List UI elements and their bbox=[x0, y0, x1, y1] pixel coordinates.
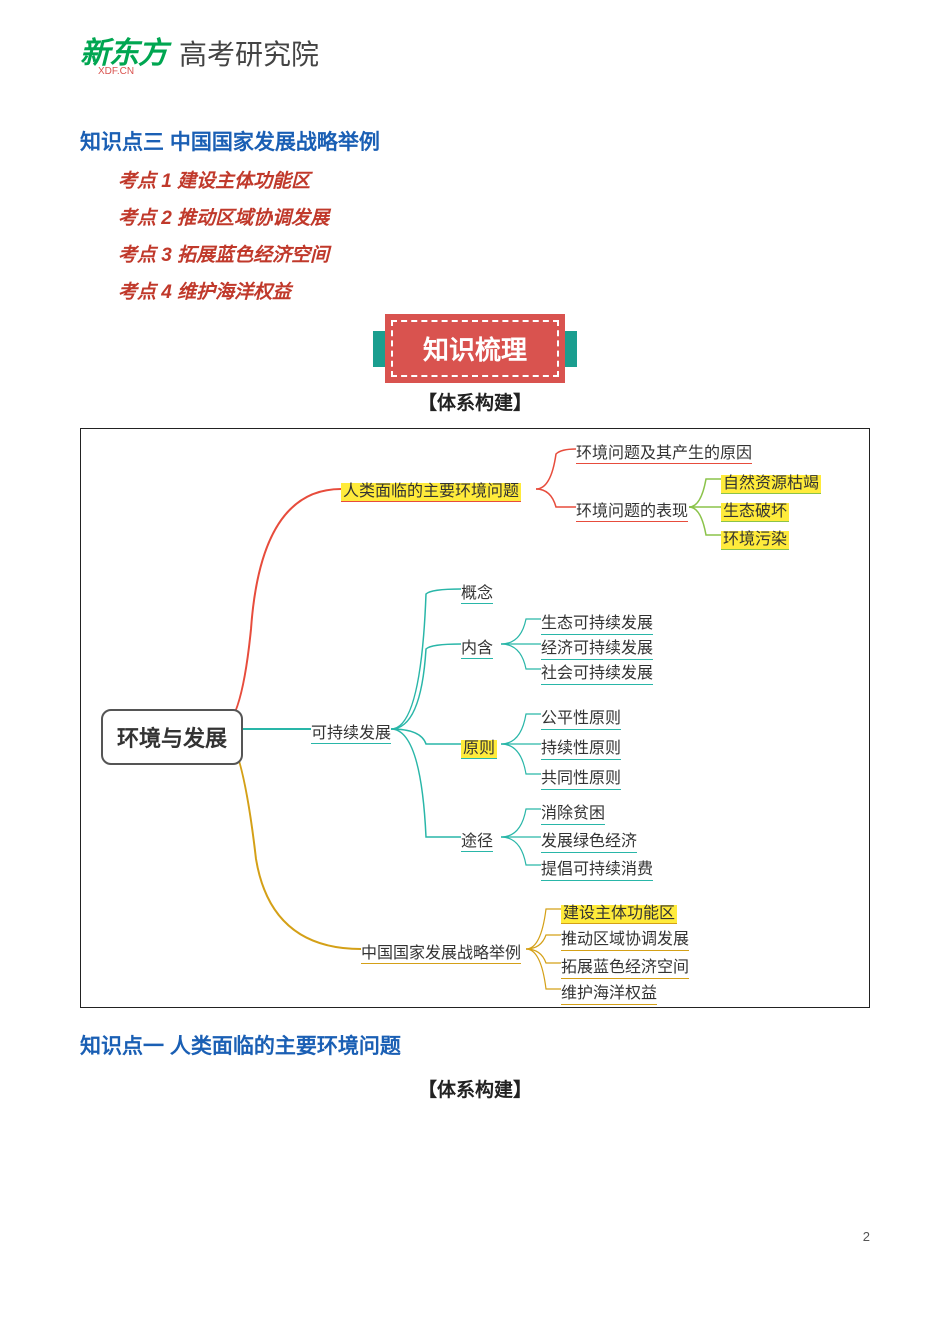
branch-1-leaf-a: 自然资源枯竭 bbox=[721, 469, 821, 493]
b3-leaf-0: 建设主体功能区 bbox=[561, 899, 677, 923]
b2s2-leaf-1: 经济可持续发展 bbox=[541, 634, 653, 660]
ribbon-label: 知识梳理 bbox=[391, 320, 559, 377]
page-number: 2 bbox=[863, 1229, 870, 1244]
branch-2-sub-2: 内含 bbox=[461, 634, 493, 658]
b3-leaf-3: 维护海洋权益 bbox=[561, 979, 657, 1005]
branch-1-leaf-b: 生态破坏 bbox=[721, 497, 789, 521]
branch-1-sub-2: 环境问题的表现 bbox=[576, 497, 688, 521]
b3-leaf-2: 拓展蓝色经济空间 bbox=[561, 953, 689, 979]
b2s4-leaf-0: 消除贫困 bbox=[541, 799, 605, 825]
branch-3: 中国国家发展战略举例 bbox=[361, 939, 521, 963]
exam-point-2: 考点 2 推动区域协调发展 bbox=[118, 203, 380, 230]
branch-2-sub-3: 原则 bbox=[461, 734, 497, 758]
ribbon-banner: 知识梳理 bbox=[373, 320, 577, 377]
b2s3-leaf-1: 持续性原则 bbox=[541, 734, 621, 760]
page-header: 新东方 XDF.CN 高考研究院 bbox=[80, 28, 319, 77]
section-3: 知识点三 中国国家发展战略举例 考点 1 建设主体功能区 考点 2 推动区域协调… bbox=[80, 126, 380, 304]
exam-point-3: 考点 3 拓展蓝色经济空间 bbox=[118, 240, 380, 267]
b2s3-leaf-2: 共同性原则 bbox=[541, 764, 621, 790]
section-1-title: 知识点一 人类面临的主要环境问题 bbox=[80, 1030, 401, 1060]
branch-2-sub-1: 概念 bbox=[461, 579, 493, 603]
branch-1-leaf-c: 环境污染 bbox=[721, 525, 789, 549]
exam-point-1: 考点 1 建设主体功能区 bbox=[118, 166, 380, 193]
section-3-title: 知识点三 中国国家发展战略举例 bbox=[80, 126, 380, 156]
branch-1: 人类面临的主要环境问题 bbox=[341, 477, 521, 501]
b3-leaf-1: 推动区域协调发展 bbox=[561, 925, 689, 951]
bracket-title-2: 【体系构建】 bbox=[0, 1075, 950, 1102]
b2s3-leaf-0: 公平性原则 bbox=[541, 704, 621, 730]
bracket-title-1: 【体系构建】 bbox=[0, 388, 950, 415]
mindmap: 环境与发展 人类面临的主要环境问题 环境问题及其产生的原因 环境问题的表现 自然… bbox=[80, 428, 870, 1008]
b2s2-leaf-2: 社会可持续发展 bbox=[541, 659, 653, 685]
logo: 新东方 XDF.CN bbox=[80, 28, 167, 77]
exam-point-4: 考点 4 维护海洋权益 bbox=[118, 277, 380, 304]
branch-1-label: 人类面临的主要环境问题 bbox=[341, 483, 521, 502]
b2s2-leaf-0: 生态可持续发展 bbox=[541, 609, 653, 635]
branch-2-sub-4: 途径 bbox=[461, 827, 493, 851]
branch-2: 可持续发展 bbox=[311, 719, 391, 743]
branch-1-leaf-1: 环境问题及其产生的原因 bbox=[576, 439, 752, 463]
b2s4-leaf-1: 发展绿色经济 bbox=[541, 827, 637, 853]
header-title: 高考研究院 bbox=[179, 33, 319, 73]
b2s4-leaf-2: 提倡可持续消费 bbox=[541, 855, 653, 881]
mindmap-root: 环境与发展 bbox=[101, 709, 243, 765]
